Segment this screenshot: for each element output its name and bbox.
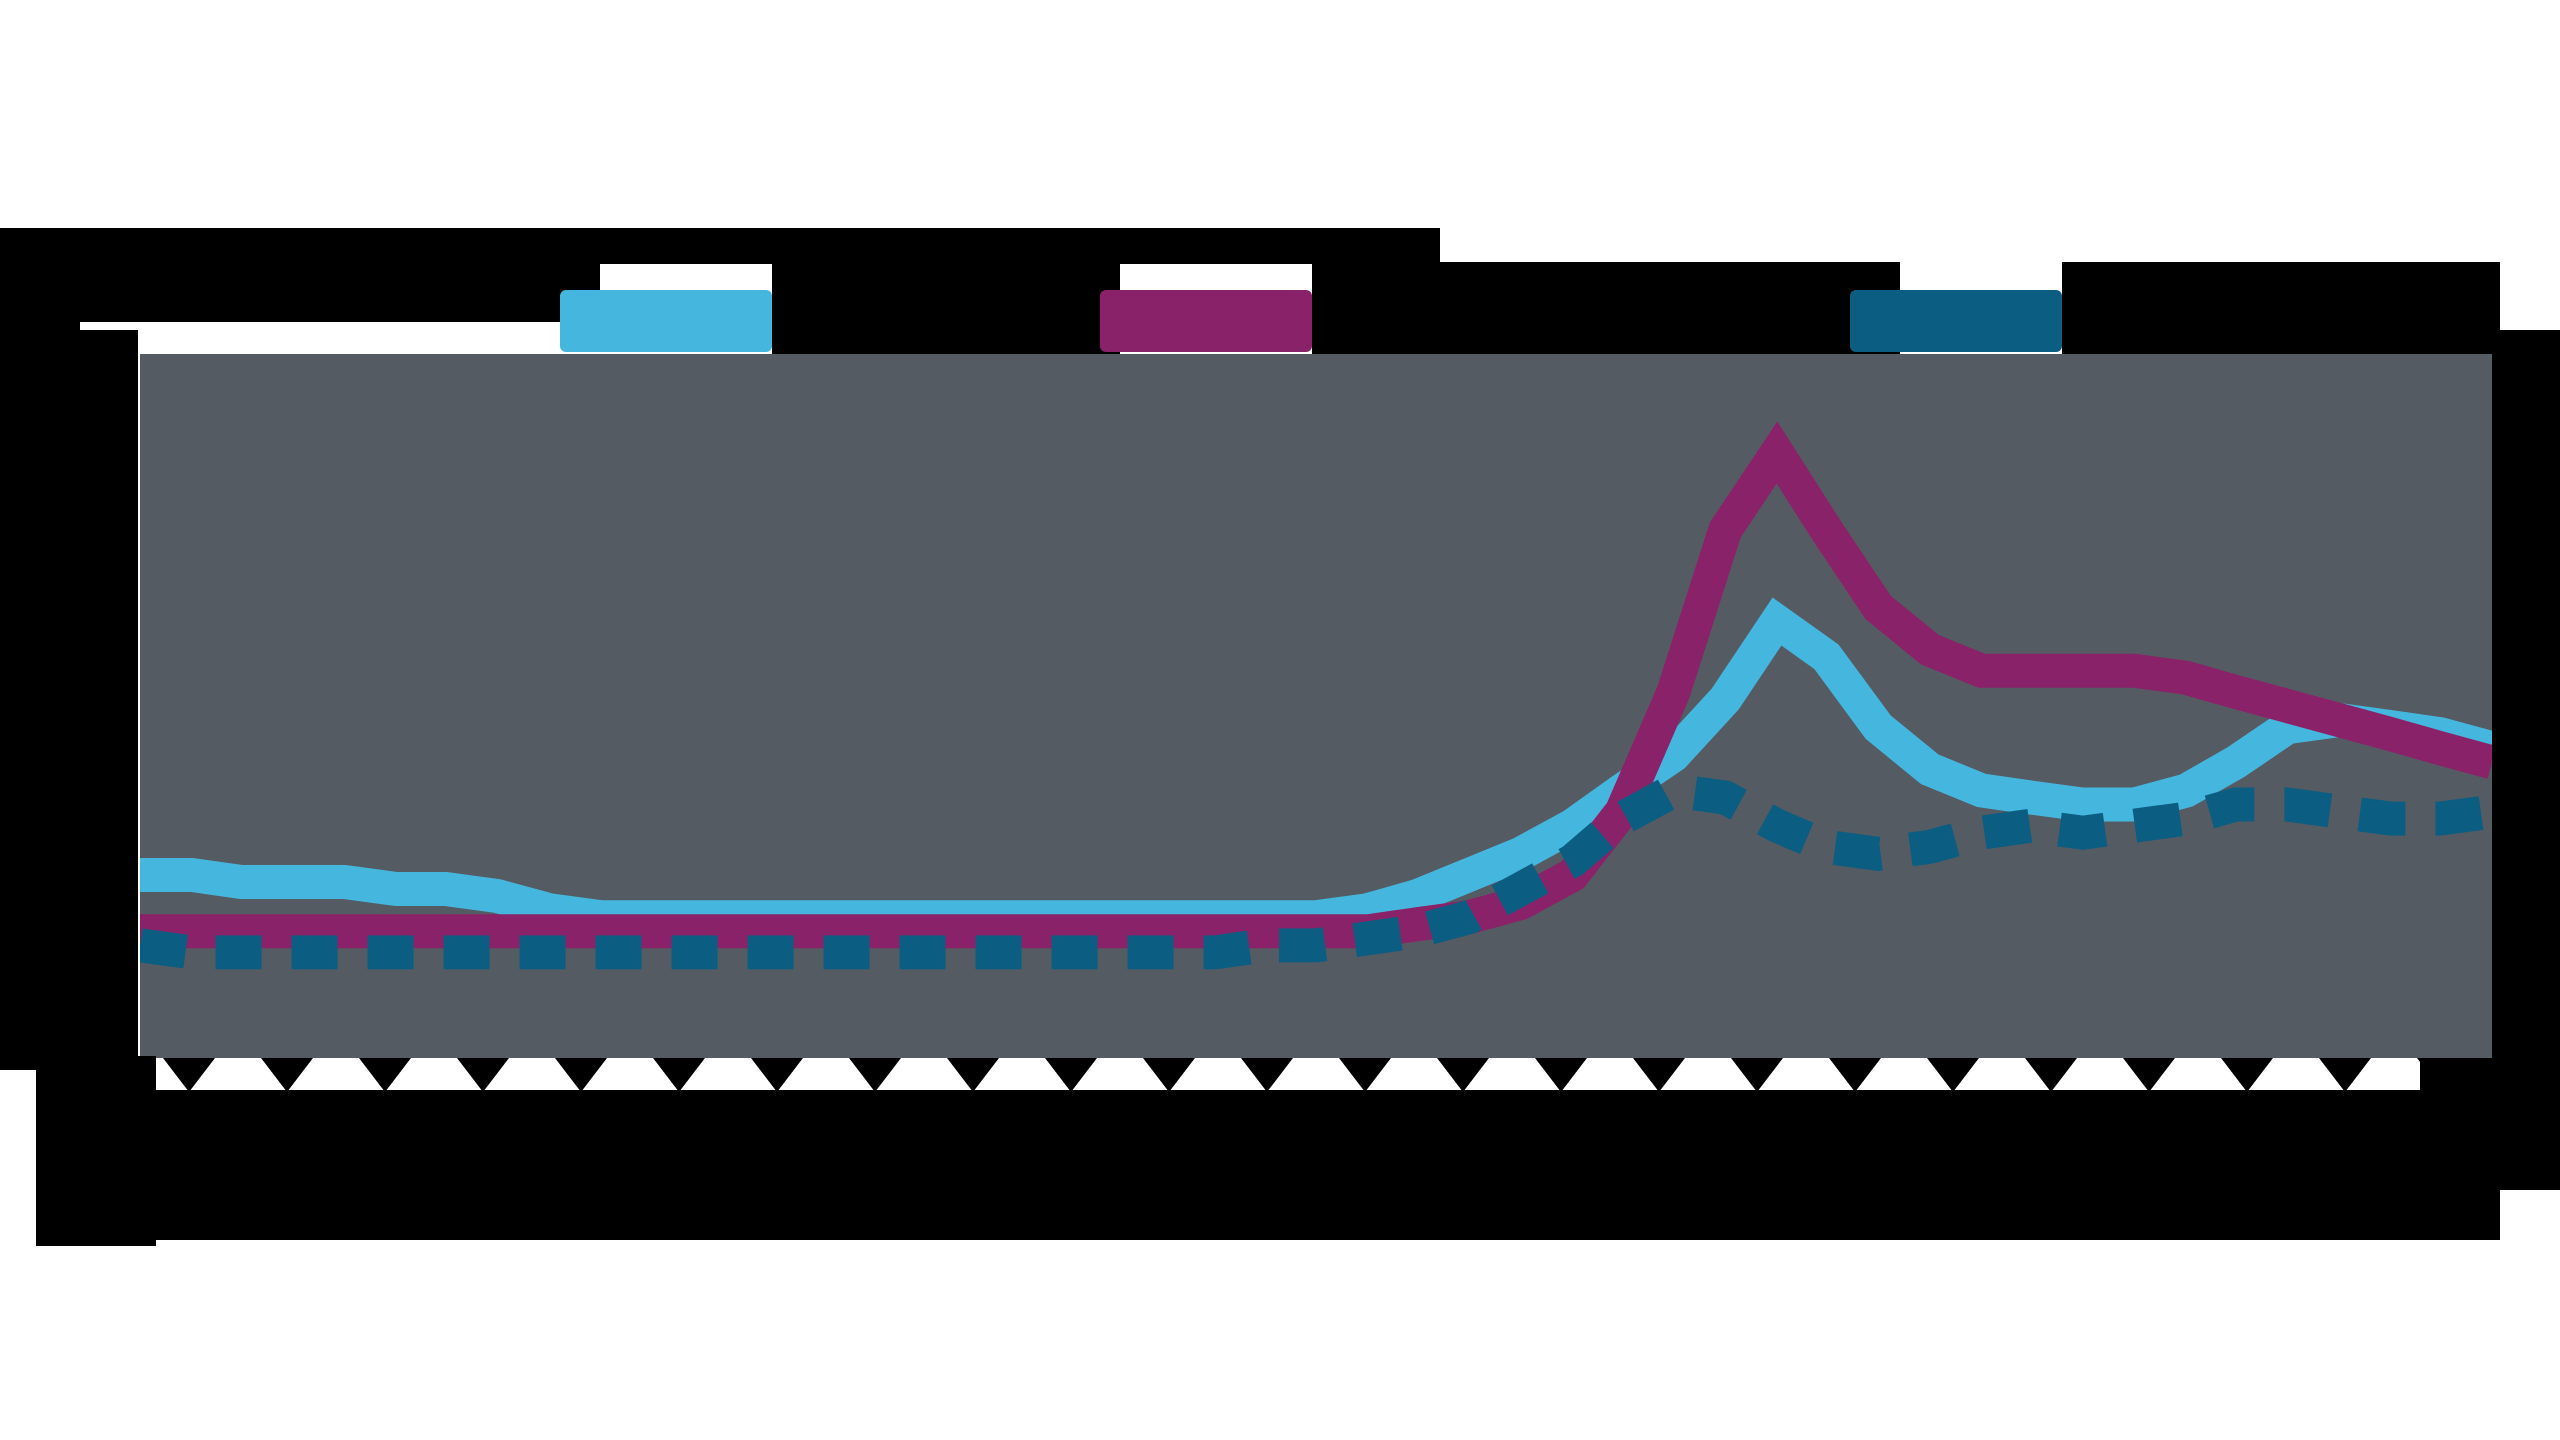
x-axis-label-redaction [60,1090,2500,1240]
x-axis-tick [1339,1058,1391,1092]
x-axis-tick [947,1058,999,1092]
x-axis-tick [261,1058,313,1092]
legend-item-series-1[interactable] [560,262,1120,354]
x-axis-tick [163,1058,215,1092]
x-axis-tick [1143,1058,1195,1092]
x-axis-tick [1927,1058,1979,1092]
bottom-left-redaction [36,1056,156,1246]
x-axis-tick [1241,1058,1293,1092]
chart-legend [560,262,2500,354]
x-axis-tick [2417,1058,2469,1092]
x-axis-tick [1829,1058,1881,1092]
y-axis-label-redaction [0,330,138,1070]
legend-label-series-2 [1312,262,1900,354]
title-redaction-band [0,228,1440,264]
x-axis-tick [555,1058,607,1092]
legend-item-series-2[interactable] [1100,262,1900,354]
subtitle-redaction-band [0,264,600,322]
legend-swatch-icon-series-3 [1850,290,2062,352]
x-axis-tick [1633,1058,1685,1092]
x-axis-tick [2025,1058,2077,1092]
x-axis-tick [1437,1058,1489,1092]
x-axis-tick [2319,1058,2371,1092]
x-axis-tick [1045,1058,1097,1092]
x-axis-tick [457,1058,509,1092]
plot-svg [140,421,2492,970]
x-axis-tick [1535,1058,1587,1092]
x-axis-tick [2221,1058,2273,1092]
series-group [140,421,2492,970]
x-axis-tick [653,1058,705,1092]
x-axis-tick [849,1058,901,1092]
legend-item-series-3[interactable] [1850,262,2500,354]
legend-label-series-1 [772,262,1120,354]
legend-swatch-icon-series-1 [560,290,772,352]
x-axis-tick [2123,1058,2175,1092]
plot-area [140,354,2492,1058]
x-axis-tick [751,1058,803,1092]
series-line-series-3 [140,772,2492,970]
title-redaction-edge [0,300,80,330]
series-line-series-2 [140,421,2492,949]
x-axis-tick [1731,1058,1783,1092]
x-axis-ticks [140,1058,2492,1092]
x-axis-tick [359,1058,411,1092]
legend-swatch-icon-series-2 [1100,290,1312,352]
